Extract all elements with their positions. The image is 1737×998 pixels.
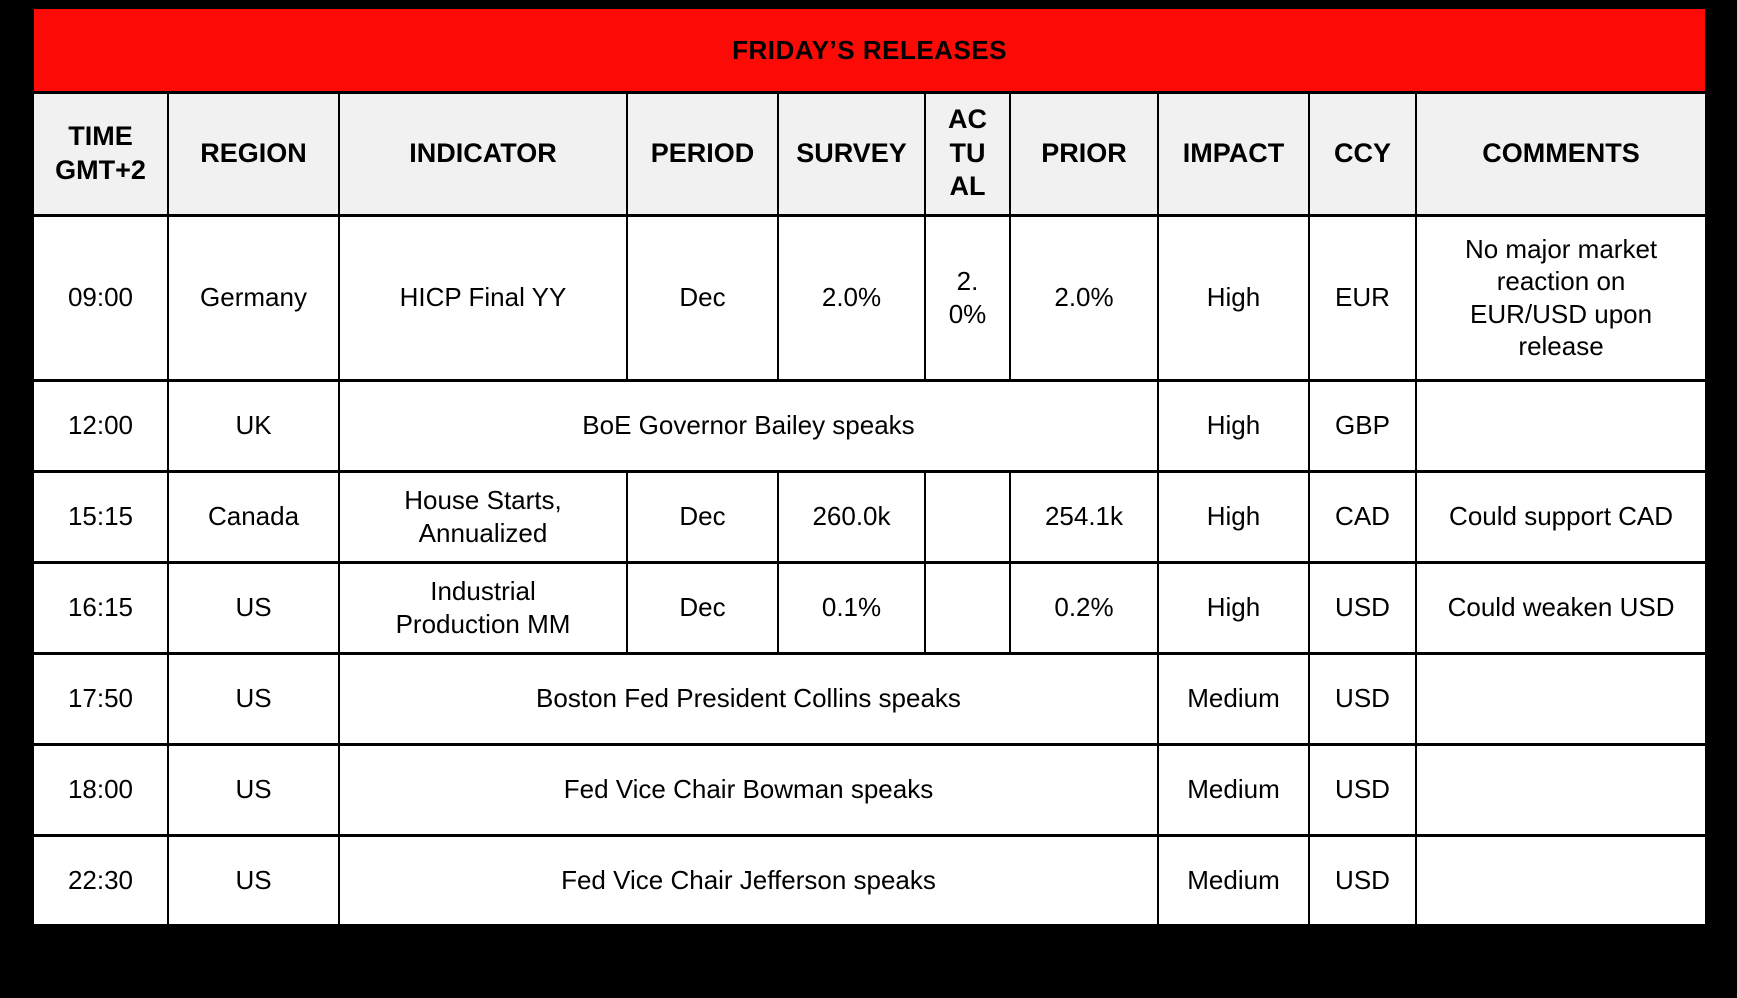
impact-cell: High (1157, 469, 1310, 564)
actual-cell (924, 469, 1011, 564)
region-cell: Germany (167, 213, 340, 382)
table-row: 15:15 Canada House Starts, Annualized De… (31, 469, 1709, 564)
event-cell: BoE Governor Bailey speaks (338, 378, 1159, 473)
table-row: 18:00 US Fed Vice Chair Bowman speaks Me… (31, 742, 1709, 837)
col-header-impact: IMPACT (1157, 90, 1310, 217)
impact-cell: Medium (1157, 742, 1310, 837)
ccy-cell: EUR (1308, 213, 1417, 382)
survey-cell: 260.0k (777, 469, 926, 564)
col-header-survey: SURVEY (777, 90, 926, 217)
column-header-row: TIME GMT+2 REGION INDICATOR PERIOD SURVE… (31, 90, 1709, 217)
table-row: 16:15 US Industrial Production MM Dec 0.… (31, 560, 1709, 655)
impact-cell: High (1157, 560, 1310, 655)
event-cell: Fed Vice Chair Jefferson speaks (338, 833, 1159, 928)
ccy-cell: CAD (1308, 469, 1417, 564)
time-cell: 15:15 (31, 469, 169, 564)
time-cell: 18:00 (31, 742, 169, 837)
prior-cell: 254.1k (1009, 469, 1159, 564)
prior-cell: 2.0% (1009, 213, 1159, 382)
period-cell: Dec (626, 469, 779, 564)
ccy-cell: GBP (1308, 378, 1417, 473)
impact-cell: High (1157, 378, 1310, 473)
region-cell: Canada (167, 469, 340, 564)
table-row: 09:00 Germany HICP Final YY Dec 2.0% 2.0… (31, 213, 1709, 382)
banner-row: FRIDAY’S RELEASES (30, 5, 1709, 94)
comments-cell (1414, 742, 1709, 837)
ccy-cell: USD (1308, 833, 1417, 928)
comments-cell: Could support CAD (1414, 469, 1709, 564)
region-cell: US (167, 833, 340, 928)
col-header-time: TIME GMT+2 (31, 90, 169, 217)
col-header-actual: ACTUAL (924, 90, 1011, 217)
indicator-cell: Industrial Production MM (338, 560, 628, 655)
comments-cell: Could weaken USD (1414, 560, 1709, 655)
indicator-cell: House Starts, Annualized (338, 469, 628, 564)
region-cell: UK (167, 378, 340, 473)
region-cell: US (167, 560, 340, 655)
impact-cell: High (1157, 213, 1310, 382)
releases-table: FRIDAY’S RELEASES TIME GMT+2 REGION INDI… (30, 5, 1710, 928)
prior-cell: 0.2% (1009, 560, 1159, 655)
ccy-cell: USD (1308, 742, 1417, 837)
period-cell: Dec (626, 213, 779, 382)
region-cell: US (167, 651, 340, 746)
survey-cell: 0.1% (777, 560, 926, 655)
comments-cell (1414, 378, 1709, 473)
time-cell: 16:15 (31, 560, 169, 655)
table-row: 17:50 US Boston Fed President Collins sp… (31, 651, 1709, 746)
col-header-region: REGION (167, 90, 340, 217)
actual-cell: 2.0% (924, 213, 1011, 382)
col-header-indicator: INDICATOR (338, 90, 628, 217)
survey-cell: 2.0% (777, 213, 926, 382)
time-cell: 17:50 (31, 651, 169, 746)
indicator-cell: HICP Final YY (338, 213, 628, 382)
period-cell: Dec (626, 560, 779, 655)
time-cell: 12:00 (31, 378, 169, 473)
actual-cell (924, 560, 1011, 655)
table-row: 22:30 US Fed Vice Chair Jefferson speaks… (31, 833, 1709, 928)
col-header-ccy: CCY (1308, 90, 1417, 217)
region-cell: US (167, 742, 340, 837)
col-header-prior: PRIOR (1009, 90, 1159, 217)
comments-cell: No major market reaction on EUR/USD upon… (1414, 213, 1709, 382)
time-cell: 09:00 (31, 213, 169, 382)
time-cell: 22:30 (31, 833, 169, 928)
col-header-comments: COMMENTS (1414, 90, 1709, 217)
comments-cell (1414, 651, 1709, 746)
impact-cell: Medium (1157, 651, 1310, 746)
col-header-period: PERIOD (626, 90, 779, 217)
ccy-cell: USD (1308, 560, 1417, 655)
event-cell: Boston Fed President Collins speaks (338, 651, 1159, 746)
table-row: 12:00 UK BoE Governor Bailey speaks High… (31, 378, 1709, 473)
impact-cell: Medium (1157, 833, 1310, 928)
comments-cell (1414, 833, 1709, 928)
ccy-cell: USD (1308, 651, 1417, 746)
banner-title: FRIDAY’S RELEASES (30, 5, 1709, 94)
event-cell: Fed Vice Chair Bowman speaks (338, 742, 1159, 837)
